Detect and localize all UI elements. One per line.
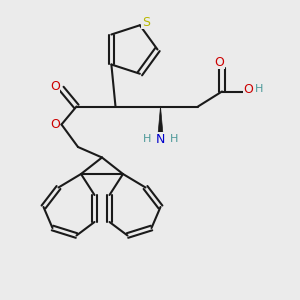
Text: H: H xyxy=(143,134,151,145)
Text: O: O xyxy=(214,56,224,69)
Polygon shape xyxy=(158,106,163,134)
Text: N: N xyxy=(156,133,165,146)
Text: O: O xyxy=(50,80,60,94)
Text: O: O xyxy=(244,82,253,96)
Text: H: H xyxy=(255,84,264,94)
Text: S: S xyxy=(142,16,150,29)
Text: O: O xyxy=(50,118,60,131)
Text: H: H xyxy=(170,134,178,145)
